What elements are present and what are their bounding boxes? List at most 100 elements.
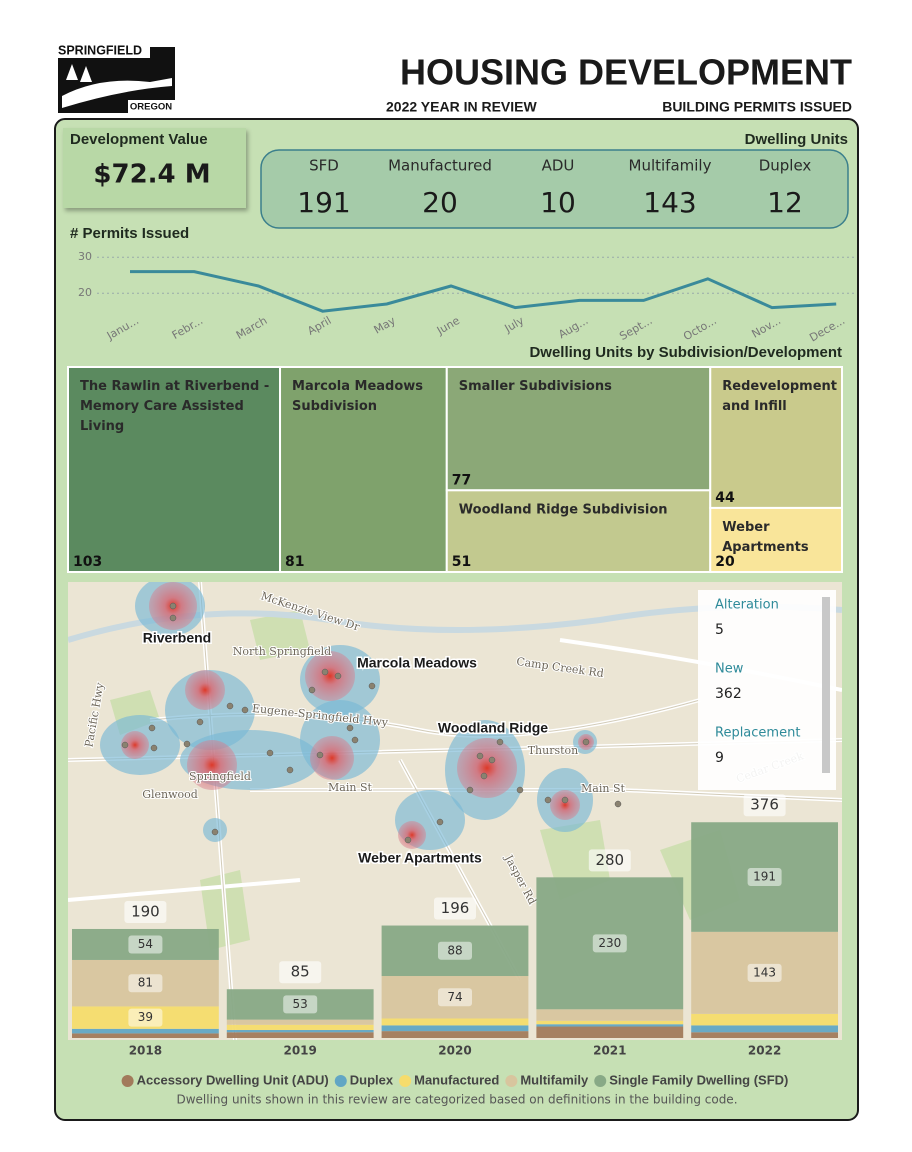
y-tick-label: 30 xyxy=(78,250,92,263)
legend-label: Single Family Dwelling (SFD) xyxy=(609,1072,788,1087)
value-label: 230 xyxy=(598,936,621,950)
total-label: 196 xyxy=(441,899,470,917)
map-legend-value: 5 xyxy=(715,622,724,638)
legend-label: Multifamily xyxy=(520,1072,589,1087)
label-line: Marcola Meadows xyxy=(292,379,423,394)
value-label: 191 xyxy=(753,870,776,884)
section-title: BUILDING PERMITS ISSUED xyxy=(662,99,852,115)
bar-segment xyxy=(72,1028,219,1034)
page-title: HOUSING DEVELOPMENT xyxy=(400,52,852,93)
map-base-label: Thurston xyxy=(528,744,579,757)
treemap-value: 77 xyxy=(452,472,471,488)
bar-segment xyxy=(381,1018,529,1026)
subtitle: 2022 YEAR IN REVIEW xyxy=(386,99,537,115)
value-label: 81 xyxy=(138,976,153,990)
treemap-cell xyxy=(445,489,712,573)
treemap-label: Marcola Meadows Subdivision xyxy=(292,379,423,414)
x-tick-label: 2020 xyxy=(438,1044,471,1058)
units: SFD 191 Manufactured 20 ADU 10 Multifamily 143 D… xyxy=(297,157,811,220)
treemap-cell xyxy=(709,366,843,509)
bar-segment xyxy=(226,1029,374,1033)
treemap-label: Redevelopment and Infill xyxy=(722,379,837,414)
unit-value: 20 xyxy=(422,186,458,219)
bar-segment xyxy=(536,1020,684,1025)
treemap-label: The Rawlin at Riverbend - Memory Care Ass… xyxy=(80,379,269,434)
value-label: 53 xyxy=(293,997,308,1011)
bar-segment xyxy=(381,1025,529,1032)
treemap-cell xyxy=(445,366,712,492)
kpi-label: Development Value xyxy=(70,131,208,148)
value-label-box xyxy=(128,1008,163,1027)
logo-trees xyxy=(66,64,92,82)
map-legend-label: Alteration xyxy=(715,598,779,613)
map-legend-value: 362 xyxy=(715,686,742,702)
units-title: Dwelling Units xyxy=(745,131,848,148)
map-base-label: Main St xyxy=(328,781,372,794)
label-line: Memory Care Assisted xyxy=(80,399,244,414)
legend-swatch xyxy=(505,1075,518,1087)
map-base-label: Springfield xyxy=(189,770,251,783)
label-line: Living xyxy=(80,419,124,434)
unit-label: Manufactured xyxy=(388,157,492,175)
value-label-box xyxy=(747,963,782,982)
value-label: 74 xyxy=(447,990,462,1004)
map-legend-label: New xyxy=(715,662,744,677)
place-label: Weber Apartments xyxy=(358,850,482,866)
label-line: Redevelopment xyxy=(722,379,837,394)
bar-segment xyxy=(691,1025,838,1033)
bar-segment xyxy=(226,1019,374,1025)
label-line: The Rawlin at Riverbend - xyxy=(80,379,269,394)
legend-label: Duplex xyxy=(350,1072,394,1087)
unit-label: Duplex xyxy=(759,157,812,175)
total-label: 190 xyxy=(131,902,160,920)
place-label: Riverbend xyxy=(143,630,211,646)
permit-dots xyxy=(121,602,622,844)
value-label-box xyxy=(283,995,318,1014)
unit-label: SFD xyxy=(309,157,339,175)
bar-segment xyxy=(381,1031,529,1038)
units-card xyxy=(260,149,849,229)
y-tick-label: 20 xyxy=(78,286,92,299)
map-legend-scrollbar xyxy=(822,597,830,773)
map-legend-box xyxy=(698,590,836,790)
logo-road xyxy=(62,78,172,108)
value-label-box xyxy=(438,941,472,960)
treemap-value: 51 xyxy=(452,554,471,570)
logo: SPRINGFIELD OREGON xyxy=(58,43,175,113)
total-label-box xyxy=(588,849,631,872)
treemap-value: 20 xyxy=(715,554,735,570)
treemap-label: Smaller Subdivisions xyxy=(459,379,612,394)
total-label: 280 xyxy=(595,851,624,869)
bar-segment xyxy=(536,1024,684,1027)
value-label-box xyxy=(438,988,472,1007)
label-line: Weber xyxy=(722,519,770,534)
treemap-value: 44 xyxy=(715,490,735,506)
bar-segment xyxy=(72,1033,219,1038)
yearly-chart: 39 81 54 190 2018 53 85 2019 74 88 196 2020 230 280 20… xyxy=(72,794,838,1058)
legend: Accessory Dwelling Unit (ADU) Duplex Manuf… xyxy=(121,1072,788,1087)
kpi-card xyxy=(63,128,246,208)
total-label-box xyxy=(124,900,167,923)
map-park xyxy=(110,610,740,950)
label-line: Smaller Subdivisions xyxy=(459,379,612,394)
unit-value: 191 xyxy=(297,186,350,219)
treemap: Dwelling Units by Subdivision/Developmen… xyxy=(67,344,843,573)
total-label-box xyxy=(434,897,476,920)
chart-title: # Permits Issued xyxy=(70,225,189,242)
value-label: 143 xyxy=(753,965,776,979)
line xyxy=(130,270,837,313)
bar-segment xyxy=(226,1032,374,1038)
total-label-box xyxy=(279,961,322,984)
legend-swatch xyxy=(121,1075,134,1087)
value-label-box xyxy=(747,868,782,887)
bar-segment xyxy=(226,1024,374,1030)
map-base-label: Glenwood xyxy=(142,788,198,801)
label-line: Subdivision xyxy=(292,399,377,414)
value-label: 88 xyxy=(447,943,462,957)
legend-swatch xyxy=(399,1075,412,1087)
logo-name: SPRINGFIELD xyxy=(58,43,142,57)
unit-value: 143 xyxy=(643,186,696,219)
bar-segment xyxy=(536,1009,684,1021)
bar-segment xyxy=(691,1013,838,1026)
treemap-label: Woodland Ridge Subdivision xyxy=(459,502,668,517)
